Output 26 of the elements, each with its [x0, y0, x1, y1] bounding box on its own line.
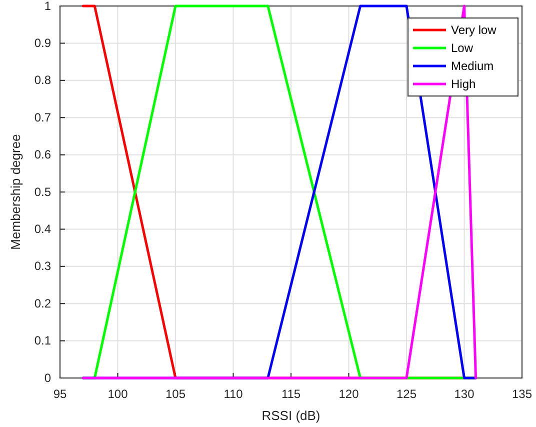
x-tick-label: 130: [454, 386, 475, 401]
legend-label: High: [451, 77, 476, 91]
x-tick-label: 95: [53, 386, 67, 401]
x-axis-title: RSSI (dB): [262, 408, 320, 423]
x-tick-label: 105: [165, 386, 186, 401]
y-tick-label: 0: [44, 370, 52, 385]
y-tick-label: 0.6: [34, 148, 52, 162]
y-axis-title: Membership degree: [8, 134, 23, 250]
y-tick-label: 0.4: [34, 222, 52, 236]
y-tick-label: 0.1: [34, 334, 52, 348]
x-tick-label: 115: [281, 386, 301, 401]
y-tick-label: 0.7: [34, 110, 52, 124]
y-tick-label: 0.5: [34, 184, 52, 199]
y-tick-label: 0.2: [34, 296, 52, 310]
x-tick-label: 100: [108, 386, 128, 401]
legend-label: Medium: [451, 59, 494, 73]
legend-label: Very low: [451, 23, 497, 37]
y-tick-label: 0.8: [34, 73, 52, 88]
y-tick-label: 1: [44, 0, 52, 13]
x-tick-label: 135: [512, 386, 532, 401]
y-tick-label: 0.9: [34, 36, 52, 50]
x-tick-label: 125: [396, 386, 417, 401]
x-tick-label: 110: [224, 386, 244, 401]
legend-label: Low: [451, 41, 474, 55]
x-tick-label: 120: [338, 386, 360, 401]
y-tick-label: 0.3: [34, 259, 52, 274]
